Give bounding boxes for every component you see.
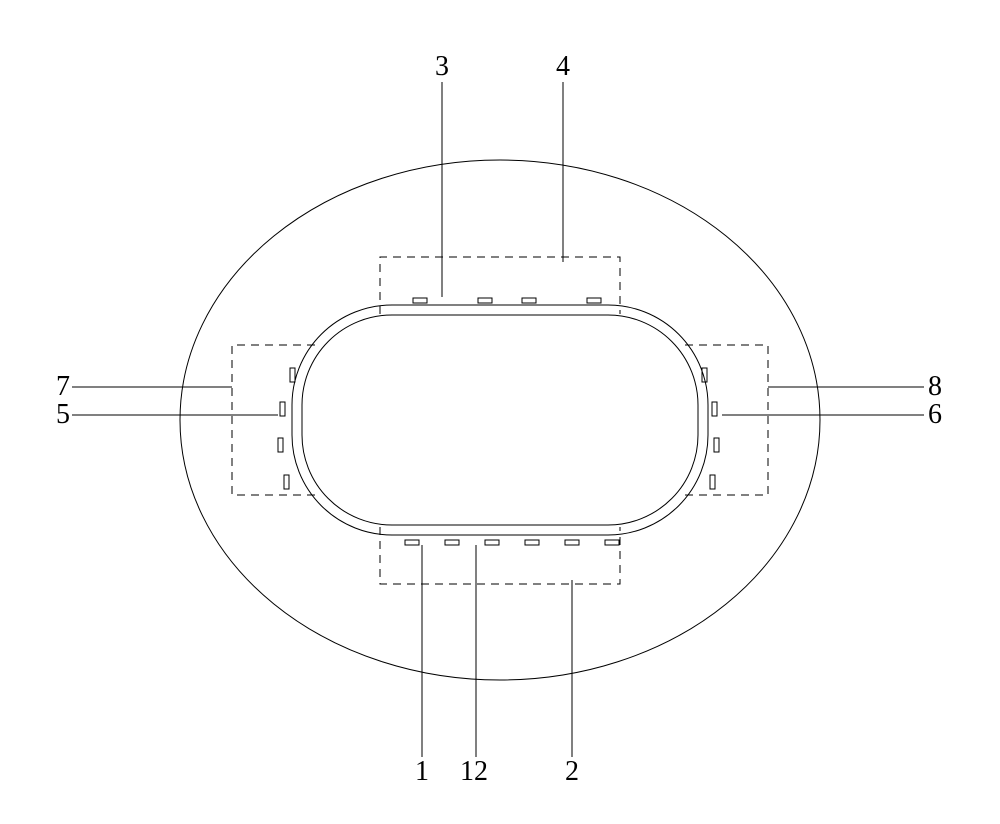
outer-ellipse [180, 160, 820, 680]
mark-left-0 [290, 368, 295, 382]
label-5: 5 [56, 399, 70, 430]
mark-top-2 [522, 298, 536, 303]
mark-bottom-3 [525, 540, 539, 545]
mark-right-2 [714, 438, 719, 452]
mark-bottom-0 [405, 540, 419, 545]
mark-top-3 [587, 298, 601, 303]
diagram-canvas: 3 4 75 86 1 12 2 [0, 0, 1000, 824]
label-2: 2 [565, 756, 579, 787]
mark-right-1 [712, 402, 717, 416]
mark-left-1 [280, 402, 285, 416]
zone-right [685, 345, 768, 495]
label-12: 12 [460, 756, 488, 787]
track-outer [292, 305, 708, 535]
zone-left [232, 345, 315, 495]
zone-bottom [380, 527, 620, 584]
mark-bottom-2 [485, 540, 499, 545]
mark-right-3 [710, 475, 715, 489]
label-3: 3 [435, 51, 449, 82]
mark-top-0 [413, 298, 427, 303]
mark-left-3 [284, 475, 289, 489]
label-7: 7 [56, 371, 70, 402]
mark-left-2 [278, 438, 283, 452]
mark-top-1 [478, 298, 492, 303]
label-6: 6 [928, 399, 942, 430]
label-1: 1 [415, 756, 429, 787]
label-4: 4 [556, 51, 570, 82]
mark-bottom-1 [445, 540, 459, 545]
track-inner [302, 315, 698, 525]
label-8: 8 [928, 371, 942, 402]
mark-bottom-5 [605, 540, 619, 545]
mark-bottom-4 [565, 540, 579, 545]
